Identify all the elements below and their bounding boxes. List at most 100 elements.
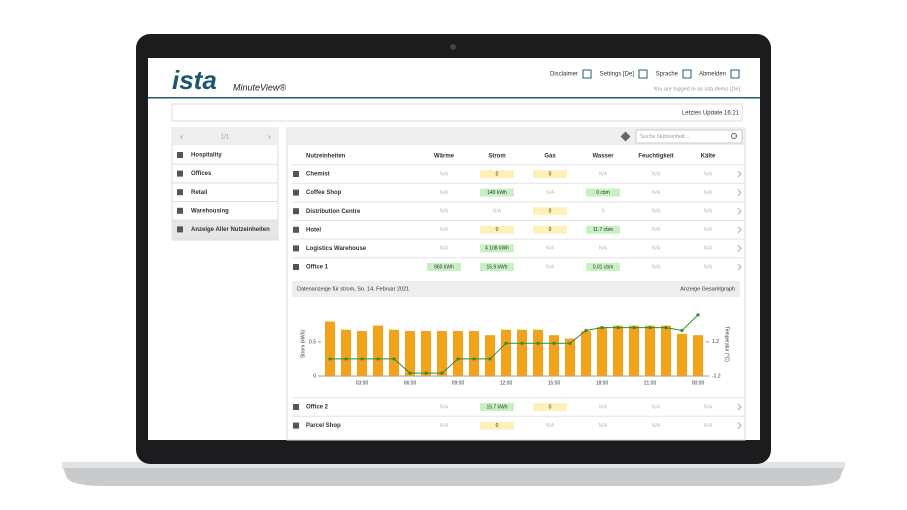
info-icon[interactable] bbox=[620, 131, 631, 142]
nav-link[interactable]: Abmelden bbox=[699, 72, 726, 78]
x-tick-label: 21:00 bbox=[644, 380, 657, 386]
bar bbox=[677, 333, 687, 376]
building-icon bbox=[293, 245, 299, 252]
unit-name[interactable]: Distribution Centre bbox=[306, 209, 361, 215]
temperature-point bbox=[696, 313, 700, 317]
x-tick-label: 03:00 bbox=[356, 380, 369, 386]
column-header[interactable]: Wärme bbox=[434, 154, 455, 160]
row-chevron[interactable] bbox=[737, 263, 742, 271]
nav-link[interactable]: Sprache bbox=[656, 72, 679, 78]
row-chevron[interactable] bbox=[737, 245, 742, 252]
unit-name[interactable]: Parcel Shop bbox=[306, 423, 341, 429]
pager: 1/1 bbox=[221, 135, 230, 141]
temperature-point bbox=[680, 328, 684, 333]
sidebar-item[interactable]: Retail bbox=[191, 190, 208, 196]
nav-icon[interactable] bbox=[638, 69, 648, 79]
column-header[interactable]: Kälte bbox=[701, 154, 716, 160]
cell-value: N/A bbox=[652, 227, 661, 233]
cell-value: N/A bbox=[440, 171, 449, 177]
bar bbox=[533, 329, 543, 376]
building-icon bbox=[177, 226, 183, 233]
cell-value: N/A bbox=[652, 423, 661, 429]
sidebar-item[interactable]: Warehousing bbox=[191, 208, 229, 214]
row-chevron[interactable] bbox=[737, 207, 742, 215]
search-placeholder[interactable]: Suche Nutzeinheit... bbox=[640, 134, 690, 140]
bar bbox=[373, 325, 383, 376]
unit-name[interactable]: Office 2 bbox=[306, 405, 329, 411]
bar bbox=[485, 335, 495, 376]
cell-value: N/A bbox=[704, 171, 713, 177]
cell-value: N/A bbox=[704, 209, 713, 215]
sidebar-item[interactable]: Hospitality bbox=[191, 153, 222, 159]
y-tick-label: 0.5 bbox=[309, 339, 316, 345]
unit-name[interactable]: Coffee Shop bbox=[306, 190, 342, 196]
temperature-point bbox=[600, 326, 604, 330]
x-tick-label: 09:00 bbox=[452, 380, 465, 386]
row-chevron[interactable] bbox=[737, 403, 742, 411]
cell-value: 15.9 kWh bbox=[486, 264, 507, 270]
unit-name[interactable]: Chemist bbox=[306, 172, 330, 178]
unit-name[interactable]: Hotel bbox=[306, 227, 321, 233]
cell-value: 0 bbox=[496, 423, 499, 429]
product-name: MinuteView® bbox=[233, 82, 286, 92]
cell-value: N/A bbox=[704, 423, 713, 429]
cell-value: N/A bbox=[599, 171, 608, 177]
building-icon bbox=[293, 422, 299, 429]
cell-value: N/A bbox=[599, 404, 608, 410]
row-chevron[interactable] bbox=[737, 422, 742, 429]
row-chevron[interactable] bbox=[737, 170, 742, 178]
cell-value: N/A bbox=[599, 423, 608, 429]
unit-name[interactable]: Office 1 bbox=[306, 265, 329, 271]
x-tick-label: 00:00 bbox=[692, 380, 705, 386]
sidebar-item[interactable]: Anzeige Aller Nutzeinheiten bbox=[191, 227, 270, 233]
bar bbox=[661, 325, 671, 376]
nav-link[interactable]: Disclaimer bbox=[550, 72, 578, 78]
value-pill bbox=[480, 421, 514, 430]
row-chevron[interactable] bbox=[737, 226, 742, 234]
next-arrow[interactable]: › bbox=[268, 131, 271, 141]
detail-title: Datenanzeige für strom, So. 14. Februar … bbox=[297, 286, 409, 292]
column-header[interactable]: Feuchtigkeit bbox=[638, 154, 673, 160]
nav-icon[interactable] bbox=[682, 69, 692, 79]
sidebar-item[interactable]: Offices bbox=[191, 171, 212, 177]
value-pill bbox=[480, 263, 514, 271]
column-header[interactable]: Wasser bbox=[592, 154, 614, 160]
bar bbox=[437, 331, 447, 376]
cell-value: 0 bbox=[496, 227, 499, 233]
cell-value: 0 bbox=[549, 209, 552, 215]
x-tick-label: 06:00 bbox=[404, 380, 417, 386]
temperature-point bbox=[584, 328, 588, 333]
bar bbox=[469, 331, 479, 376]
building-icon bbox=[177, 152, 183, 158]
last-update: Letztes Update 16:21 bbox=[682, 111, 740, 117]
graph-button[interactable]: Anzeige Gesamtgraph bbox=[680, 286, 735, 292]
row-chevron[interactable] bbox=[737, 189, 742, 196]
building-icon bbox=[293, 404, 299, 410]
nav-icon[interactable] bbox=[730, 69, 740, 79]
temperature-point bbox=[664, 326, 668, 330]
bar bbox=[341, 329, 351, 376]
prev-arrow[interactable]: ‹ bbox=[180, 131, 183, 141]
cell-value: N/A bbox=[440, 209, 449, 215]
status-box bbox=[171, 103, 743, 122]
value-pill bbox=[586, 188, 620, 197]
value-pill bbox=[480, 225, 514, 234]
column-header[interactable]: Nutzeinheiten bbox=[306, 154, 346, 160]
cell-value: N/A bbox=[546, 264, 555, 270]
cell-value: N/A bbox=[652, 190, 661, 196]
column-header[interactable]: Strom bbox=[488, 154, 505, 160]
cell-value: N/A bbox=[440, 423, 449, 429]
temperature-point bbox=[552, 341, 556, 345]
search-icon[interactable] bbox=[731, 133, 737, 139]
building-icon bbox=[293, 208, 299, 215]
cell-value: N/A bbox=[440, 190, 449, 196]
y2-tick-label: 1.2 bbox=[712, 339, 719, 345]
column-header[interactable]: Gas bbox=[544, 154, 556, 160]
nav-icon[interactable] bbox=[582, 69, 592, 79]
temperature-point bbox=[328, 357, 332, 361]
nav-link[interactable]: Settings [De] bbox=[600, 72, 635, 78]
temperature-point bbox=[376, 357, 380, 361]
unit-name[interactable]: Logistics Warehouse bbox=[306, 246, 367, 252]
temperature-point bbox=[568, 341, 572, 345]
search-box[interactable] bbox=[635, 129, 743, 144]
